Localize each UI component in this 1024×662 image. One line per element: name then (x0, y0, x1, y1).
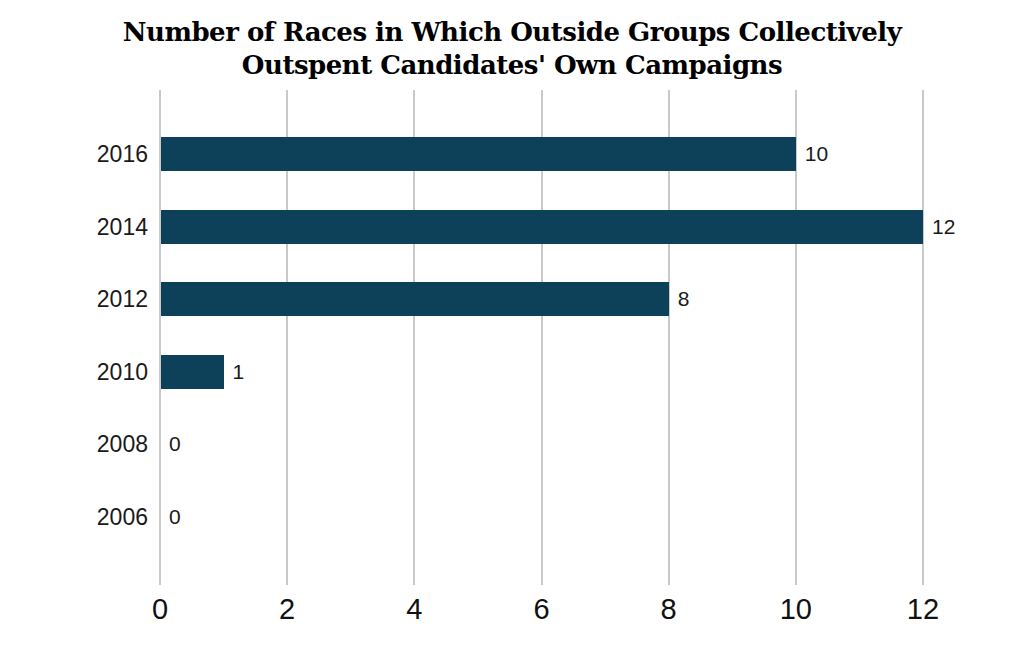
y-axis-label-2016: 2016 (40, 140, 148, 168)
chart-title-line-2: Outspent Candidates' Own Campaigns (0, 49, 1024, 82)
value-label-2006: 0 (169, 504, 181, 530)
y-axis-label-2012: 2012 (40, 285, 148, 313)
value-label-2008: 0 (169, 431, 181, 457)
value-label-2014: 12 (932, 214, 955, 240)
bar-chart: Number of Races in Which Outside Groups … (0, 0, 1024, 662)
x-axis-tick-label: 6 (502, 593, 582, 626)
x-axis-tick-label: 4 (374, 593, 454, 626)
value-label-2012: 8 (678, 286, 690, 312)
bar-2014 (161, 210, 923, 244)
y-axis-label-2010: 2010 (40, 358, 148, 386)
bar-2010 (161, 355, 224, 389)
bar-2012 (161, 282, 669, 316)
x-axis-tick-label: 0 (120, 593, 200, 626)
chart-title: Number of Races in Which Outside Groups … (0, 16, 1024, 82)
x-axis-tick-label: 2 (247, 593, 327, 626)
x-axis-tick-label: 10 (756, 593, 836, 626)
bar-2016 (161, 137, 796, 171)
y-axis-label-2006: 2006 (40, 503, 148, 531)
x-axis-tick-label: 12 (883, 593, 963, 626)
x-axis-tick-label: 8 (629, 593, 709, 626)
value-label-2016: 10 (805, 141, 828, 167)
gridline-x-12 (922, 90, 924, 585)
y-axis-label-2014: 2014 (40, 213, 148, 241)
y-axis-label-2008: 2008 (40, 430, 148, 458)
value-label-2010: 1 (233, 359, 245, 385)
chart-title-line-1: Number of Races in Which Outside Groups … (0, 16, 1024, 49)
